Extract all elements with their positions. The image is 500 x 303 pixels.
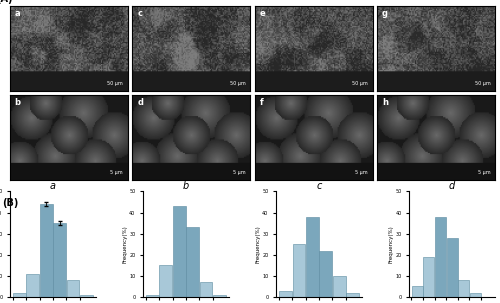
Bar [424, 257, 434, 297]
Y-axis label: Frequency(%): Frequency(%) [389, 225, 394, 263]
Bar [26, 274, 39, 297]
Text: f: f [260, 98, 264, 107]
Text: g: g [382, 9, 388, 18]
Bar [292, 244, 306, 297]
Text: 50 μm: 50 μm [474, 81, 490, 86]
Bar [333, 276, 345, 297]
Text: 5 μm: 5 μm [233, 170, 245, 175]
Bar [13, 293, 26, 297]
Bar [160, 265, 172, 297]
Title: a: a [50, 181, 56, 191]
Bar [470, 293, 481, 297]
Bar [173, 206, 186, 297]
Bar [320, 251, 332, 297]
Text: (B): (B) [2, 198, 19, 208]
Text: d: d [137, 98, 143, 107]
Text: b: b [14, 98, 20, 107]
Bar [200, 282, 212, 297]
Y-axis label: Frequency(%): Frequency(%) [123, 225, 128, 263]
Title: b: b [183, 181, 189, 191]
Title: d: d [449, 181, 455, 191]
Text: 50 μm: 50 μm [352, 81, 368, 86]
Bar [40, 204, 52, 297]
Title: c: c [316, 181, 322, 191]
Bar [446, 238, 458, 297]
Bar [412, 286, 423, 297]
Text: h: h [382, 98, 388, 107]
Bar [346, 293, 359, 297]
Bar [279, 291, 292, 297]
Text: 50 μm: 50 μm [230, 81, 246, 86]
Text: e: e [260, 9, 266, 18]
Text: 5 μm: 5 μm [355, 170, 368, 175]
Bar [458, 280, 469, 297]
Bar [213, 295, 226, 297]
Bar [146, 295, 159, 297]
Bar [306, 217, 318, 297]
Bar [66, 280, 80, 297]
Bar [186, 227, 199, 297]
Bar [80, 295, 93, 297]
Text: (A): (A) [0, 0, 12, 4]
Bar [54, 223, 66, 297]
Y-axis label: Frequency(%): Frequency(%) [256, 225, 261, 263]
Text: c: c [137, 9, 142, 18]
Bar [435, 217, 446, 297]
Text: 50 μm: 50 μm [108, 81, 123, 86]
Text: a: a [14, 9, 20, 18]
Text: 5 μm: 5 μm [478, 170, 490, 175]
Text: 5 μm: 5 μm [110, 170, 123, 175]
